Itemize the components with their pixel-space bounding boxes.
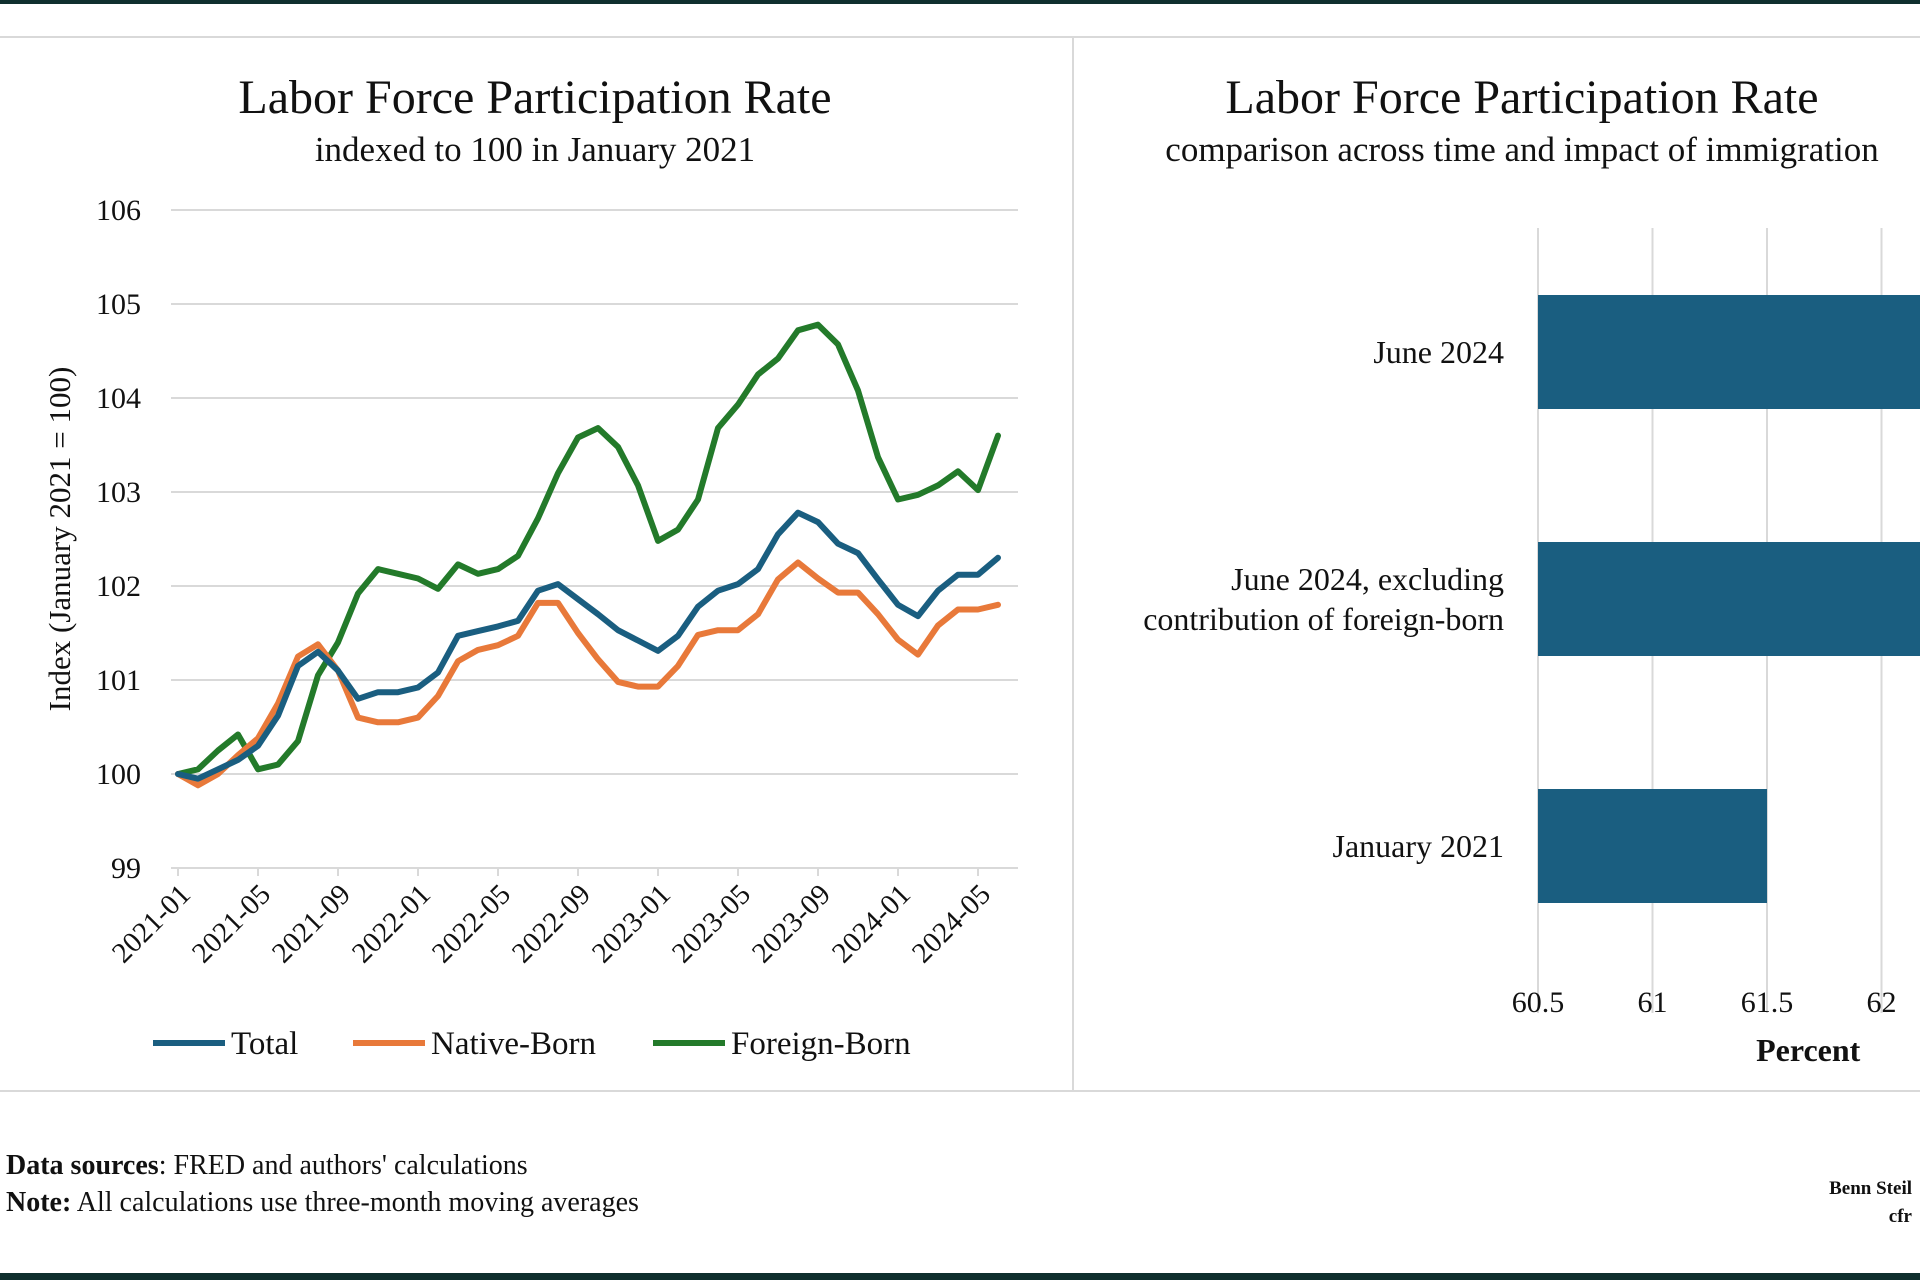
bar-1 [1538, 295, 1920, 409]
line-chart: 99 100 101 102 103 104 105 106 Index (January 20… [42, 194, 1018, 1062]
x-tick-label: 2022-09 [506, 878, 597, 969]
x-tick-label: 61 [1638, 986, 1668, 1019]
legend-label: Foreign-Born [731, 1026, 911, 1062]
bar-chart-title: Labor Force Participation Rate [1225, 71, 1819, 124]
footer-note: Note: All calculations use three-month m… [6, 1187, 639, 1219]
x-tick-label: 61.5 [1741, 986, 1794, 1019]
credit-line-1: Benn Steil [1829, 1178, 1912, 1199]
x-tick-label: 2021-01 [106, 878, 197, 969]
line-chart-title: Labor Force Participation Rate [238, 71, 832, 124]
sources-text: : FRED and authors' calculations [158, 1150, 528, 1181]
bar-3 [1538, 789, 1767, 903]
bottom-frame-bar [0, 1273, 1920, 1280]
sources-label: Data sources [6, 1150, 159, 1181]
credit-line-2: cfr [1888, 1206, 1912, 1227]
x-tick-label: 2023-09 [746, 878, 837, 969]
y-tick-label: 102 [96, 570, 141, 603]
series-line-native-born [175, 559, 1001, 789]
x-tick-label: 60.5 [1512, 986, 1565, 1019]
category-label: contribution of foreign-born [1143, 601, 1504, 637]
category-label: June 2024 [1373, 334, 1504, 370]
bar-chart-panel: Labor Force Participation Rate compariso… [1072, 36, 1920, 1092]
x-tick-label: 2022-05 [426, 878, 517, 969]
y-axis-label: Index (January 2021 = 100) [42, 367, 77, 712]
x-tick-label: 2023-01 [586, 878, 677, 969]
y-tick-label: 103 [96, 476, 141, 509]
y-tick-label: 99 [111, 852, 141, 885]
category-label: January 2021 [1332, 828, 1504, 864]
bar-2 [1538, 542, 1920, 656]
y-tick-label: 106 [96, 194, 141, 227]
line-chart-panel: Labor Force Participation Rate indexed t… [0, 36, 1074, 1092]
x-axis-label: Percent [1756, 1032, 1861, 1068]
x-tick-label: 2023-05 [666, 878, 757, 969]
series-line-total [175, 509, 1001, 782]
x-tick-label: 2021-09 [266, 878, 357, 969]
x-tick-label: 2024-05 [906, 878, 997, 969]
x-tick-label: 62 [1867, 986, 1897, 1019]
x-tick-label: 2021-05 [186, 878, 277, 969]
y-tick-label: 105 [96, 288, 141, 321]
legend-label: Total [231, 1026, 298, 1062]
bar-chart-subtitle: comparison across time and impact of imm… [1165, 130, 1879, 169]
note-text: All calculations use three-month moving … [71, 1187, 639, 1218]
y-tick-label: 100 [96, 758, 141, 791]
line-chart-subtitle: indexed to 100 in January 2021 [314, 130, 756, 169]
top-frame-bar [0, 0, 1920, 4]
footer-sources: Data sources: FRED and authors' calculat… [6, 1150, 528, 1182]
x-tick-label: 2022-01 [346, 878, 437, 969]
x-tick-label: 2024-01 [826, 878, 917, 969]
legend-label: Native-Born [431, 1026, 596, 1062]
y-tick-label: 101 [96, 664, 141, 697]
category-label: June 2024, excluding [1231, 561, 1504, 597]
y-tick-label: 104 [96, 382, 141, 415]
note-label: Note: [6, 1187, 72, 1218]
series-line-foreign-born [175, 321, 1001, 777]
